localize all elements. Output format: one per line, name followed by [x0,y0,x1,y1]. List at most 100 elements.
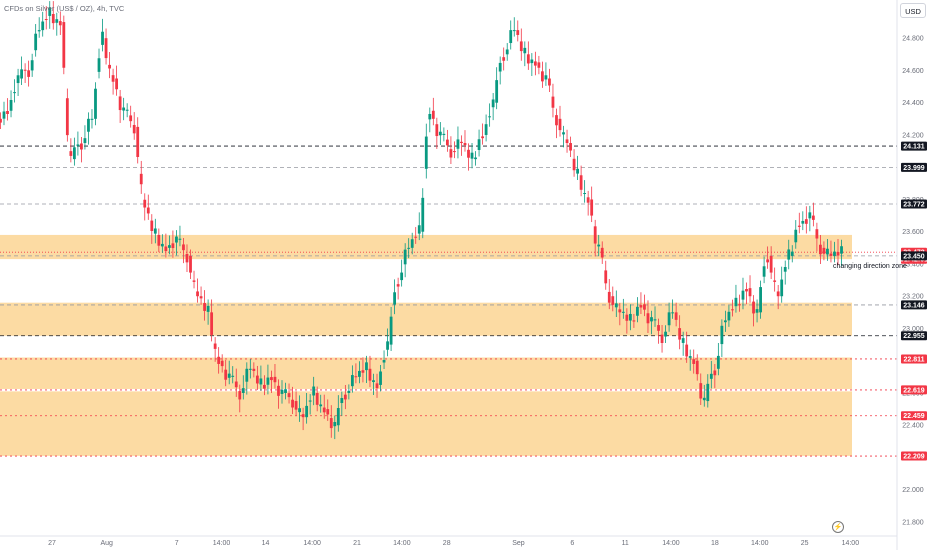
candle-body [270,377,273,381]
candle-body [217,356,221,364]
candle-body [481,136,484,139]
candle-body [706,383,710,402]
candle-body [491,99,495,108]
candle-body [558,118,562,131]
candle-body [319,404,323,407]
candle-body [572,158,576,171]
candle-body [723,320,727,323]
candle-body [548,78,551,86]
candle-body [48,7,52,16]
candle-body [713,370,717,376]
time-tick-label: 27 [48,540,56,547]
candle-body [396,284,400,287]
candle-body [646,313,650,324]
candle-body [284,389,287,393]
candle-body [569,143,572,151]
candle-body [55,19,59,23]
candle-body [287,393,291,398]
candle-body [836,251,840,256]
candle-body [586,197,590,203]
candle-body [523,47,527,54]
candle-body [720,325,724,345]
candle-body [122,107,126,111]
candle-body [167,245,171,248]
price-level-labels: 24.13123.99923.77223.47301:42:0123.45023… [900,141,928,461]
candle-body [23,69,27,71]
candle-body [794,229,798,243]
candle-body [231,375,235,377]
candle-body [104,38,108,59]
time-tick-label: 14:00 [303,540,321,547]
candle-body [505,49,509,55]
candle-body [414,236,418,238]
candle-body [565,139,569,144]
price-level-badge [901,451,927,461]
candle-body [709,373,713,379]
price-tick-label: 22.400 [902,423,924,430]
candle-body [643,304,646,310]
candle-body [146,207,150,214]
price-level-label: 24.131 [903,144,925,151]
tradingview-logo-icon[interactable]: ⚡ [832,521,844,533]
candle-body [738,304,741,306]
candle-body [326,409,330,415]
time-tick-label: 21 [353,540,361,547]
candle-body [361,370,365,373]
candle-body [350,375,354,387]
price-level-label: 22.955 [903,333,925,340]
candle-body [34,33,38,51]
candle-body [90,118,94,120]
time-tick-label: 14:00 [662,540,680,547]
price-level-label: 22.619 [903,387,925,394]
zone-annotation: changing direction zone [833,263,907,270]
candle-body [460,141,463,144]
candle-body [308,400,312,402]
price-tick-label: 24.200 [902,132,924,139]
candle-body [185,253,189,263]
candle-body [752,301,755,314]
candle-body [129,115,133,122]
time-axis[interactable]: 27 Aug 7 14:00 14 14:00 21 14:00 28 Sep 6 11 14:00 18… [48,540,859,547]
candle-body [463,143,467,146]
candle-body [305,405,309,418]
candle-body [189,255,192,273]
candle-body [840,246,843,254]
candle-body [160,243,164,247]
price-level-label: 22.459 [903,413,925,420]
candle-body [20,69,23,79]
candle-body [428,113,432,120]
currency-button[interactable]: USD [900,3,926,18]
candle-body [833,251,836,256]
candle-body [44,19,48,21]
time-tick-label: 25 [801,540,809,547]
price-level-label: 22.209 [903,454,925,461]
candle-body [41,21,45,31]
candle-body [790,251,794,256]
candle-body [484,124,488,135]
candle-body [358,370,361,377]
candle-body [695,360,699,375]
candle-body [115,78,119,90]
candle-body [477,139,481,151]
candle-body [164,246,168,252]
candle-body [748,288,752,297]
candle-body [199,296,203,299]
candle-body [811,215,815,220]
candle-body [336,408,340,426]
candle-body [291,399,294,408]
candle-body [407,247,411,249]
candle-body [143,199,147,208]
candle-body [681,338,685,343]
candle-body [456,139,460,149]
candle-body [498,62,502,72]
candle-body [255,375,259,384]
candle-body [76,144,80,146]
candle-body [400,272,404,281]
demand-zone [0,357,852,389]
candle-body [58,21,62,26]
candle-body [417,225,421,234]
candle-body [178,238,182,240]
chart-title: CFDs on Silver (US$ / OZ), 4h, TVC [4,4,125,13]
candle-body [382,360,386,363]
